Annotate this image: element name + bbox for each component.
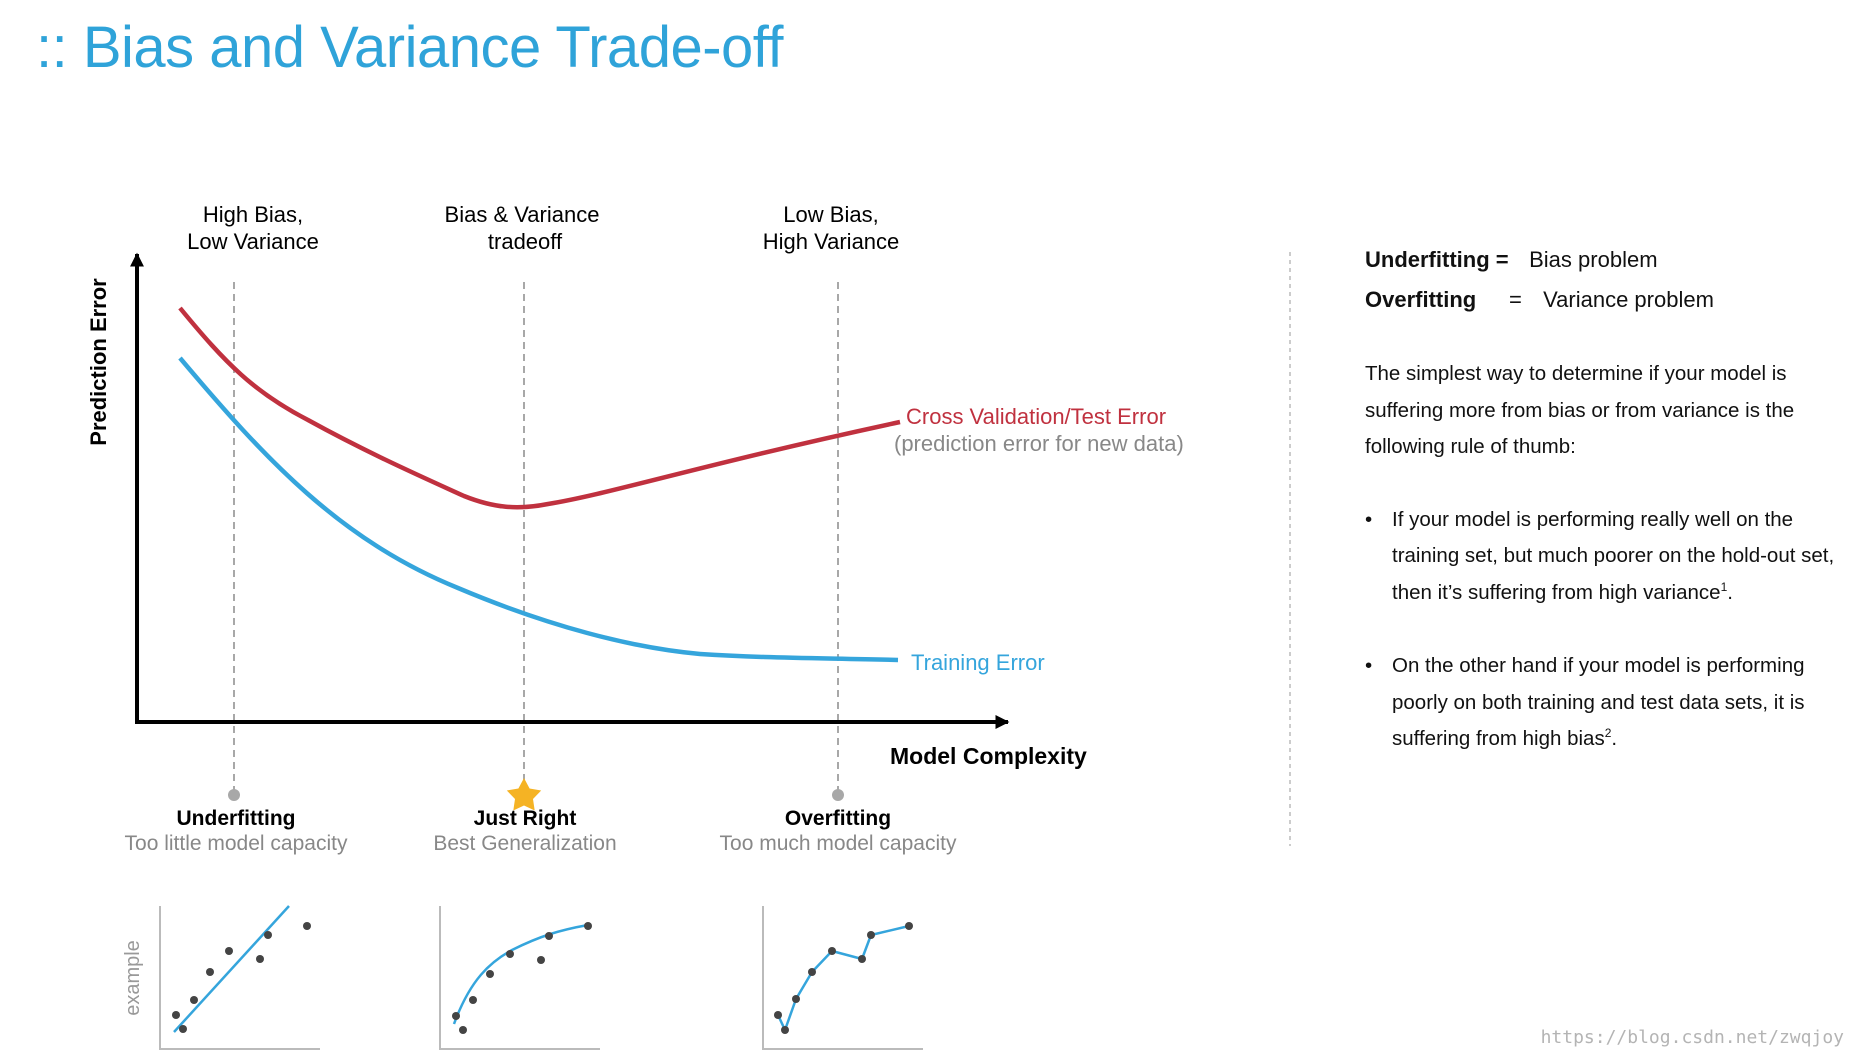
- sample-point: [537, 956, 545, 964]
- sample-point: [469, 996, 477, 1004]
- sample-point: [781, 1026, 789, 1034]
- star-icon: [506, 778, 542, 811]
- underfitting-equals: =: [1495, 247, 1509, 272]
- overfitting-dot-icon: [832, 789, 844, 801]
- rules-panel: Underfitting = Bias problem Overfitting =…: [1365, 240, 1835, 795]
- rule-text: If your model is performing really well …: [1392, 507, 1835, 604]
- sample-point: [225, 947, 233, 955]
- regime-underfitting-desc: Too little model capacity: [125, 832, 348, 855]
- regime-just-right-name: Just Right: [474, 807, 577, 830]
- regime-underfitting-name: Underfitting: [177, 807, 296, 830]
- sample-point: [792, 995, 800, 1003]
- top-label-tradeoff-line2: tradeoff: [488, 229, 563, 254]
- underfitting-dot-icon: [228, 789, 240, 801]
- overfitting-definition: Variance problem: [1543, 287, 1714, 312]
- example-label: example: [122, 940, 144, 1016]
- regime-overfitting-name: Overfitting: [785, 807, 891, 830]
- rule-end: .: [1727, 580, 1733, 604]
- sample-point: [452, 1012, 460, 1020]
- list-item: • If your model is performing really wel…: [1365, 502, 1835, 612]
- example-plot-just-right: [439, 906, 600, 1050]
- sample-point: [172, 1011, 180, 1019]
- sample-point: [905, 922, 913, 930]
- underfitting-term: Underfitting: [1365, 247, 1490, 272]
- regime-overfitting-desc: Too much model capacity: [720, 832, 957, 855]
- top-label-tradeoff-line1: Bias & Variance: [445, 202, 600, 227]
- sample-point: [808, 968, 816, 976]
- bullet-icon: •: [1365, 654, 1373, 677]
- rules-intro: The simplest way to determine if your mo…: [1365, 362, 1795, 458]
- training-error-label: Training Error: [911, 650, 1045, 675]
- rules-list: • If your model is performing really wel…: [1365, 502, 1835, 758]
- underfit-fit-line: [173, 905, 290, 1033]
- test-error-curve: [178, 306, 901, 510]
- bullet-icon: •: [1365, 507, 1373, 531]
- watermark: https://blog.csdn.net/zwqjoy: [1540, 1027, 1844, 1048]
- footnote-marker: 2: [1604, 726, 1612, 741]
- sample-point: [858, 955, 866, 963]
- regime-just-right-desc: Best Generalization: [433, 832, 616, 855]
- top-label-high-bias-line1: High Bias,: [203, 202, 303, 227]
- sample-point: [486, 970, 494, 978]
- example-plot-overfit: [762, 906, 923, 1050]
- x-axis-label: Model Complexity: [890, 743, 1087, 769]
- test-error-label: Cross Validation/Test Error: [906, 404, 1166, 429]
- underfitting-definition: Bias problem: [1529, 247, 1658, 272]
- top-label-low-bias-line2: High Variance: [763, 229, 900, 254]
- top-label-high-bias-line2: Low Variance: [187, 229, 319, 254]
- definition-overfitting: Overfitting = Variance problem: [1365, 280, 1835, 320]
- sample-point: [264, 931, 272, 939]
- top-label-low-bias-line1: Low Bias,: [783, 202, 878, 227]
- overfitting-equals: =: [1509, 287, 1522, 312]
- sample-point: [206, 968, 214, 976]
- sample-point: [303, 922, 311, 930]
- overfitting-term: Overfitting: [1365, 287, 1477, 312]
- sample-point: [774, 1011, 782, 1019]
- page-title: :: Bias and Variance Trade-off: [36, 15, 783, 80]
- sample-point: [506, 950, 514, 958]
- sample-point: [545, 932, 553, 940]
- overfit-fit-curve: [776, 924, 910, 1032]
- training-error-curve: [178, 356, 899, 663]
- rule-text: On the other hand if your model is perfo…: [1392, 654, 1805, 750]
- sample-point: [179, 1025, 187, 1033]
- sample-point: [867, 931, 875, 939]
- just-right-fit-curve: [452, 923, 589, 1025]
- sample-point: [584, 922, 592, 930]
- sample-point: [828, 947, 836, 955]
- sample-point: [256, 955, 264, 963]
- rule-end: .: [1611, 727, 1618, 750]
- definition-underfitting: Underfitting = Bias problem: [1365, 240, 1835, 280]
- y-axis-label: Prediction Error: [86, 278, 111, 446]
- example-plot-underfit: [159, 905, 320, 1050]
- test-error-sublabel: (prediction error for new data): [894, 431, 1184, 456]
- footnote-marker: 1: [1720, 579, 1728, 594]
- sample-point: [459, 1026, 467, 1034]
- list-item: • On the other hand if your model is per…: [1365, 648, 1835, 758]
- sample-point: [190, 996, 198, 1004]
